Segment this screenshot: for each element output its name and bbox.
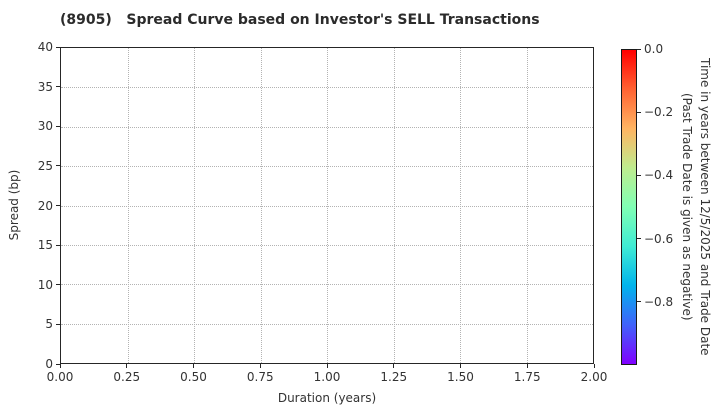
- y-tick-mark: [56, 284, 60, 286]
- plot-area: [60, 47, 594, 364]
- colorbar-tick-mark: [637, 238, 641, 240]
- gridline-horizontal: [61, 323, 593, 325]
- colorbar-tick-mark: [637, 48, 641, 50]
- y-tick-mark: [56, 244, 60, 246]
- y-tick-mark: [56, 125, 60, 127]
- colorbar-tick-label: −0.8: [644, 294, 674, 309]
- gridline-horizontal: [61, 244, 593, 246]
- y-tick-label: 35: [37, 79, 53, 94]
- x-tick-label: 1.75: [513, 370, 541, 384]
- x-tick-label: 0.00: [46, 370, 74, 384]
- gridline-horizontal: [61, 126, 593, 128]
- x-tick-mark: [59, 364, 61, 368]
- x-tick-mark: [326, 364, 328, 368]
- y-tick-label: 0: [45, 357, 53, 371]
- x-tick-label: 1.00: [313, 370, 341, 384]
- y-tick-mark: [56, 205, 60, 206]
- y-tick-label: 10: [37, 277, 53, 292]
- y-tick-label: 15: [37, 238, 53, 253]
- colorbar-tick-label: −0.4: [644, 168, 674, 183]
- x-tick-label: 0.50: [180, 370, 207, 384]
- gridline-horizontal: [61, 284, 593, 286]
- x-tick-label: 0.75: [246, 370, 274, 384]
- x-tick-mark: [460, 364, 461, 368]
- x-axis-label: Duration (years): [277, 391, 377, 405]
- y-tick-label: 25: [37, 158, 53, 173]
- x-tick-label: 2.00: [580, 370, 608, 384]
- gridline-horizontal: [61, 87, 593, 89]
- x-tick-mark: [393, 364, 395, 368]
- gridline-horizontal: [61, 205, 593, 207]
- x-tick-label: 1.50: [447, 370, 474, 384]
- colorbar-label-line1: Time in years between 12/5/2025 and Trad…: [698, 58, 712, 356]
- colorbar: [621, 49, 637, 365]
- y-tick-label: 20: [37, 198, 53, 213]
- x-tick-label: 0.25: [113, 370, 141, 384]
- colorbar-label-line2: (Past Trade Date is given as negative): [680, 93, 694, 321]
- colorbar-tick-label: −0.2: [644, 105, 674, 120]
- y-tick-mark: [56, 323, 60, 325]
- x-tick-mark: [526, 364, 528, 368]
- y-tick-mark: [56, 46, 60, 48]
- y-tick-mark: [56, 86, 60, 88]
- y-tick-label: 30: [37, 119, 53, 134]
- colorbar-axis-label: Time in years between 12/5/2025 and Trad…: [676, 47, 714, 367]
- y-tick-mark: [56, 165, 60, 167]
- x-tick-mark: [259, 364, 261, 368]
- chart-title: (8905) Spread Curve based on Investor's …: [60, 12, 540, 28]
- y-tick-label: 40: [37, 40, 53, 54]
- colorbar-tick-mark: [637, 174, 641, 176]
- y-tick-label: 5: [45, 317, 53, 332]
- colorbar-tick-label: −0.6: [644, 231, 674, 246]
- x-tick-label: 1.25: [380, 370, 408, 384]
- x-tick-mark: [593, 364, 595, 368]
- x-tick-mark: [193, 364, 194, 368]
- y-tick-mark: [56, 363, 60, 365]
- colorbar-tick-mark: [637, 301, 641, 303]
- colorbar-tick-mark: [637, 111, 641, 113]
- colorbar-tick-label: 0.0: [644, 42, 664, 56]
- x-tick-mark: [126, 364, 128, 368]
- gridline-horizontal: [61, 166, 593, 168]
